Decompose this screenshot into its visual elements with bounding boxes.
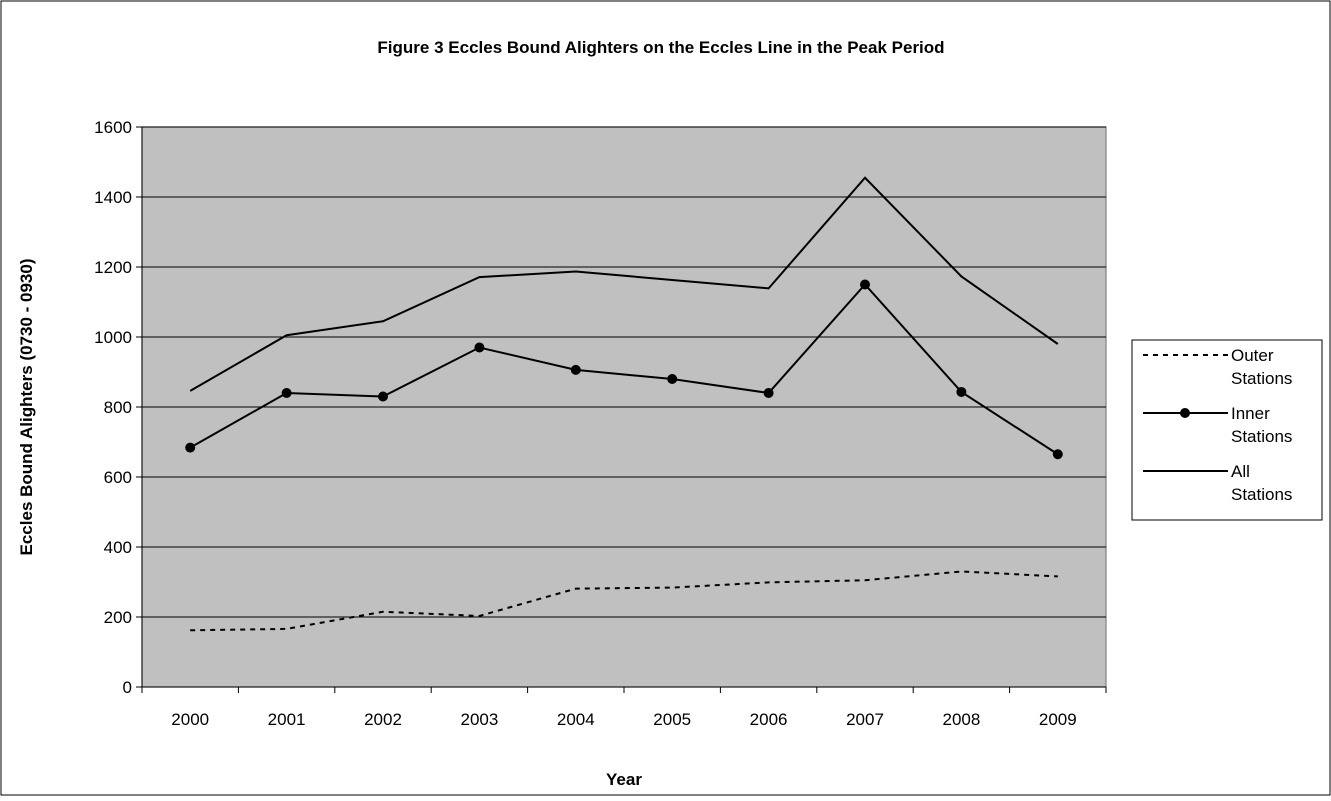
legend-label-all-stations: All Stations <box>1231 462 1292 504</box>
data-point-inner-stations <box>1052 449 1063 460</box>
y-tick-label: 1600 <box>94 118 132 137</box>
data-point-inner-stations <box>378 391 388 402</box>
y-tick-label: 1000 <box>94 328 132 347</box>
axes: 0 200 400 600 800 1000 1200 1400 1600 2000 2001 200… <box>94 118 1107 729</box>
y-axis-title: Eccles Bound Alighters (0730 - 0930) <box>17 259 36 556</box>
x-tick-label: 2001 <box>268 710 306 729</box>
legend-label-outer-stations: Outer Stations <box>1231 346 1292 388</box>
x-tick-label: 2000 <box>171 710 209 729</box>
series-line-all-stations <box>189 176 1059 392</box>
x-tick-label: 2008 <box>942 710 980 729</box>
data-point-inner-stations <box>956 386 967 397</box>
y-tick-label: 600 <box>104 468 132 487</box>
data-point-inner-stations <box>860 279 870 290</box>
data-point-inner-stations <box>570 364 581 375</box>
legend-box <box>1131 339 1323 521</box>
data-point-inner-stations <box>281 388 292 398</box>
y-tick-label: 200 <box>104 608 132 627</box>
data-point-inner-stations <box>763 388 774 398</box>
x-tick-label: 2006 <box>750 710 788 729</box>
series-line-inner-stations <box>189 282 1059 456</box>
x-tick-label: 2005 <box>653 710 691 729</box>
chart-title: Figure 3 Eccles Bound Alighters on the E… <box>377 38 944 57</box>
data-point-inner-stations <box>474 342 485 353</box>
x-tick-label: 2002 <box>364 710 402 729</box>
legend: Outer Stations Inner Stations All Stations <box>1131 339 1323 521</box>
data-point-inner-stations <box>667 374 678 384</box>
y-tick-label: 1200 <box>94 258 132 277</box>
x-tick-label: 2004 <box>557 710 595 729</box>
series-lines <box>185 176 1063 632</box>
x-tick-label: 2003 <box>460 710 498 729</box>
data-point-inner-stations <box>185 442 196 453</box>
legend-marker-inner-stations <box>1180 408 1190 418</box>
y-tick-label: 800 <box>104 398 132 417</box>
y-tick-label: 400 <box>104 538 132 557</box>
x-tick-label: 2009 <box>1039 710 1077 729</box>
y-tick-label: 1400 <box>94 188 132 207</box>
x-tick-label: 2007 <box>846 710 884 729</box>
legend-label-inner-stations: Inner Stations <box>1231 404 1292 446</box>
y-tick-label: 0 <box>123 678 132 697</box>
x-axis-title: Year <box>606 770 642 789</box>
gridlines <box>142 126 1106 618</box>
